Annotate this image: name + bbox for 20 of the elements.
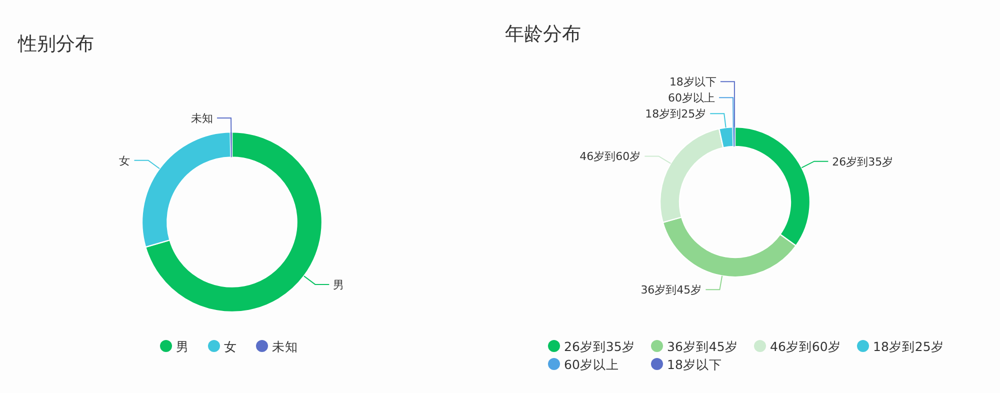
slice-label: 18岁到25岁 <box>645 108 706 121</box>
slice-label: 女 <box>119 154 130 168</box>
legend-label: 未知 <box>272 339 298 354</box>
legend-label: 女 <box>224 339 237 354</box>
legend-label: 60岁以上 <box>564 357 619 372</box>
slice-label: 未知 <box>191 112 214 126</box>
slice-label: 26岁到35岁 <box>832 155 894 168</box>
legend-label: 18岁到25岁 <box>873 339 944 354</box>
slice-label: 46岁到60岁 <box>580 150 641 164</box>
slice-label: 60岁以上 <box>668 92 716 105</box>
slice-label: 男 <box>333 278 344 292</box>
chart-title: 性别分布 <box>17 33 94 55</box>
legend-label: 26岁到35岁 <box>564 339 635 354</box>
chart-title: 年龄分布 <box>505 23 581 45</box>
slice-label: 18岁以下 <box>669 76 716 89</box>
legend-label: 36岁到45岁 <box>667 339 738 354</box>
slice-label: 36岁到45岁 <box>640 284 702 297</box>
legend-label: 18岁以下 <box>667 357 722 372</box>
legend-label: 男 <box>176 339 189 354</box>
legend-label: 46岁到60岁 <box>770 339 841 354</box>
